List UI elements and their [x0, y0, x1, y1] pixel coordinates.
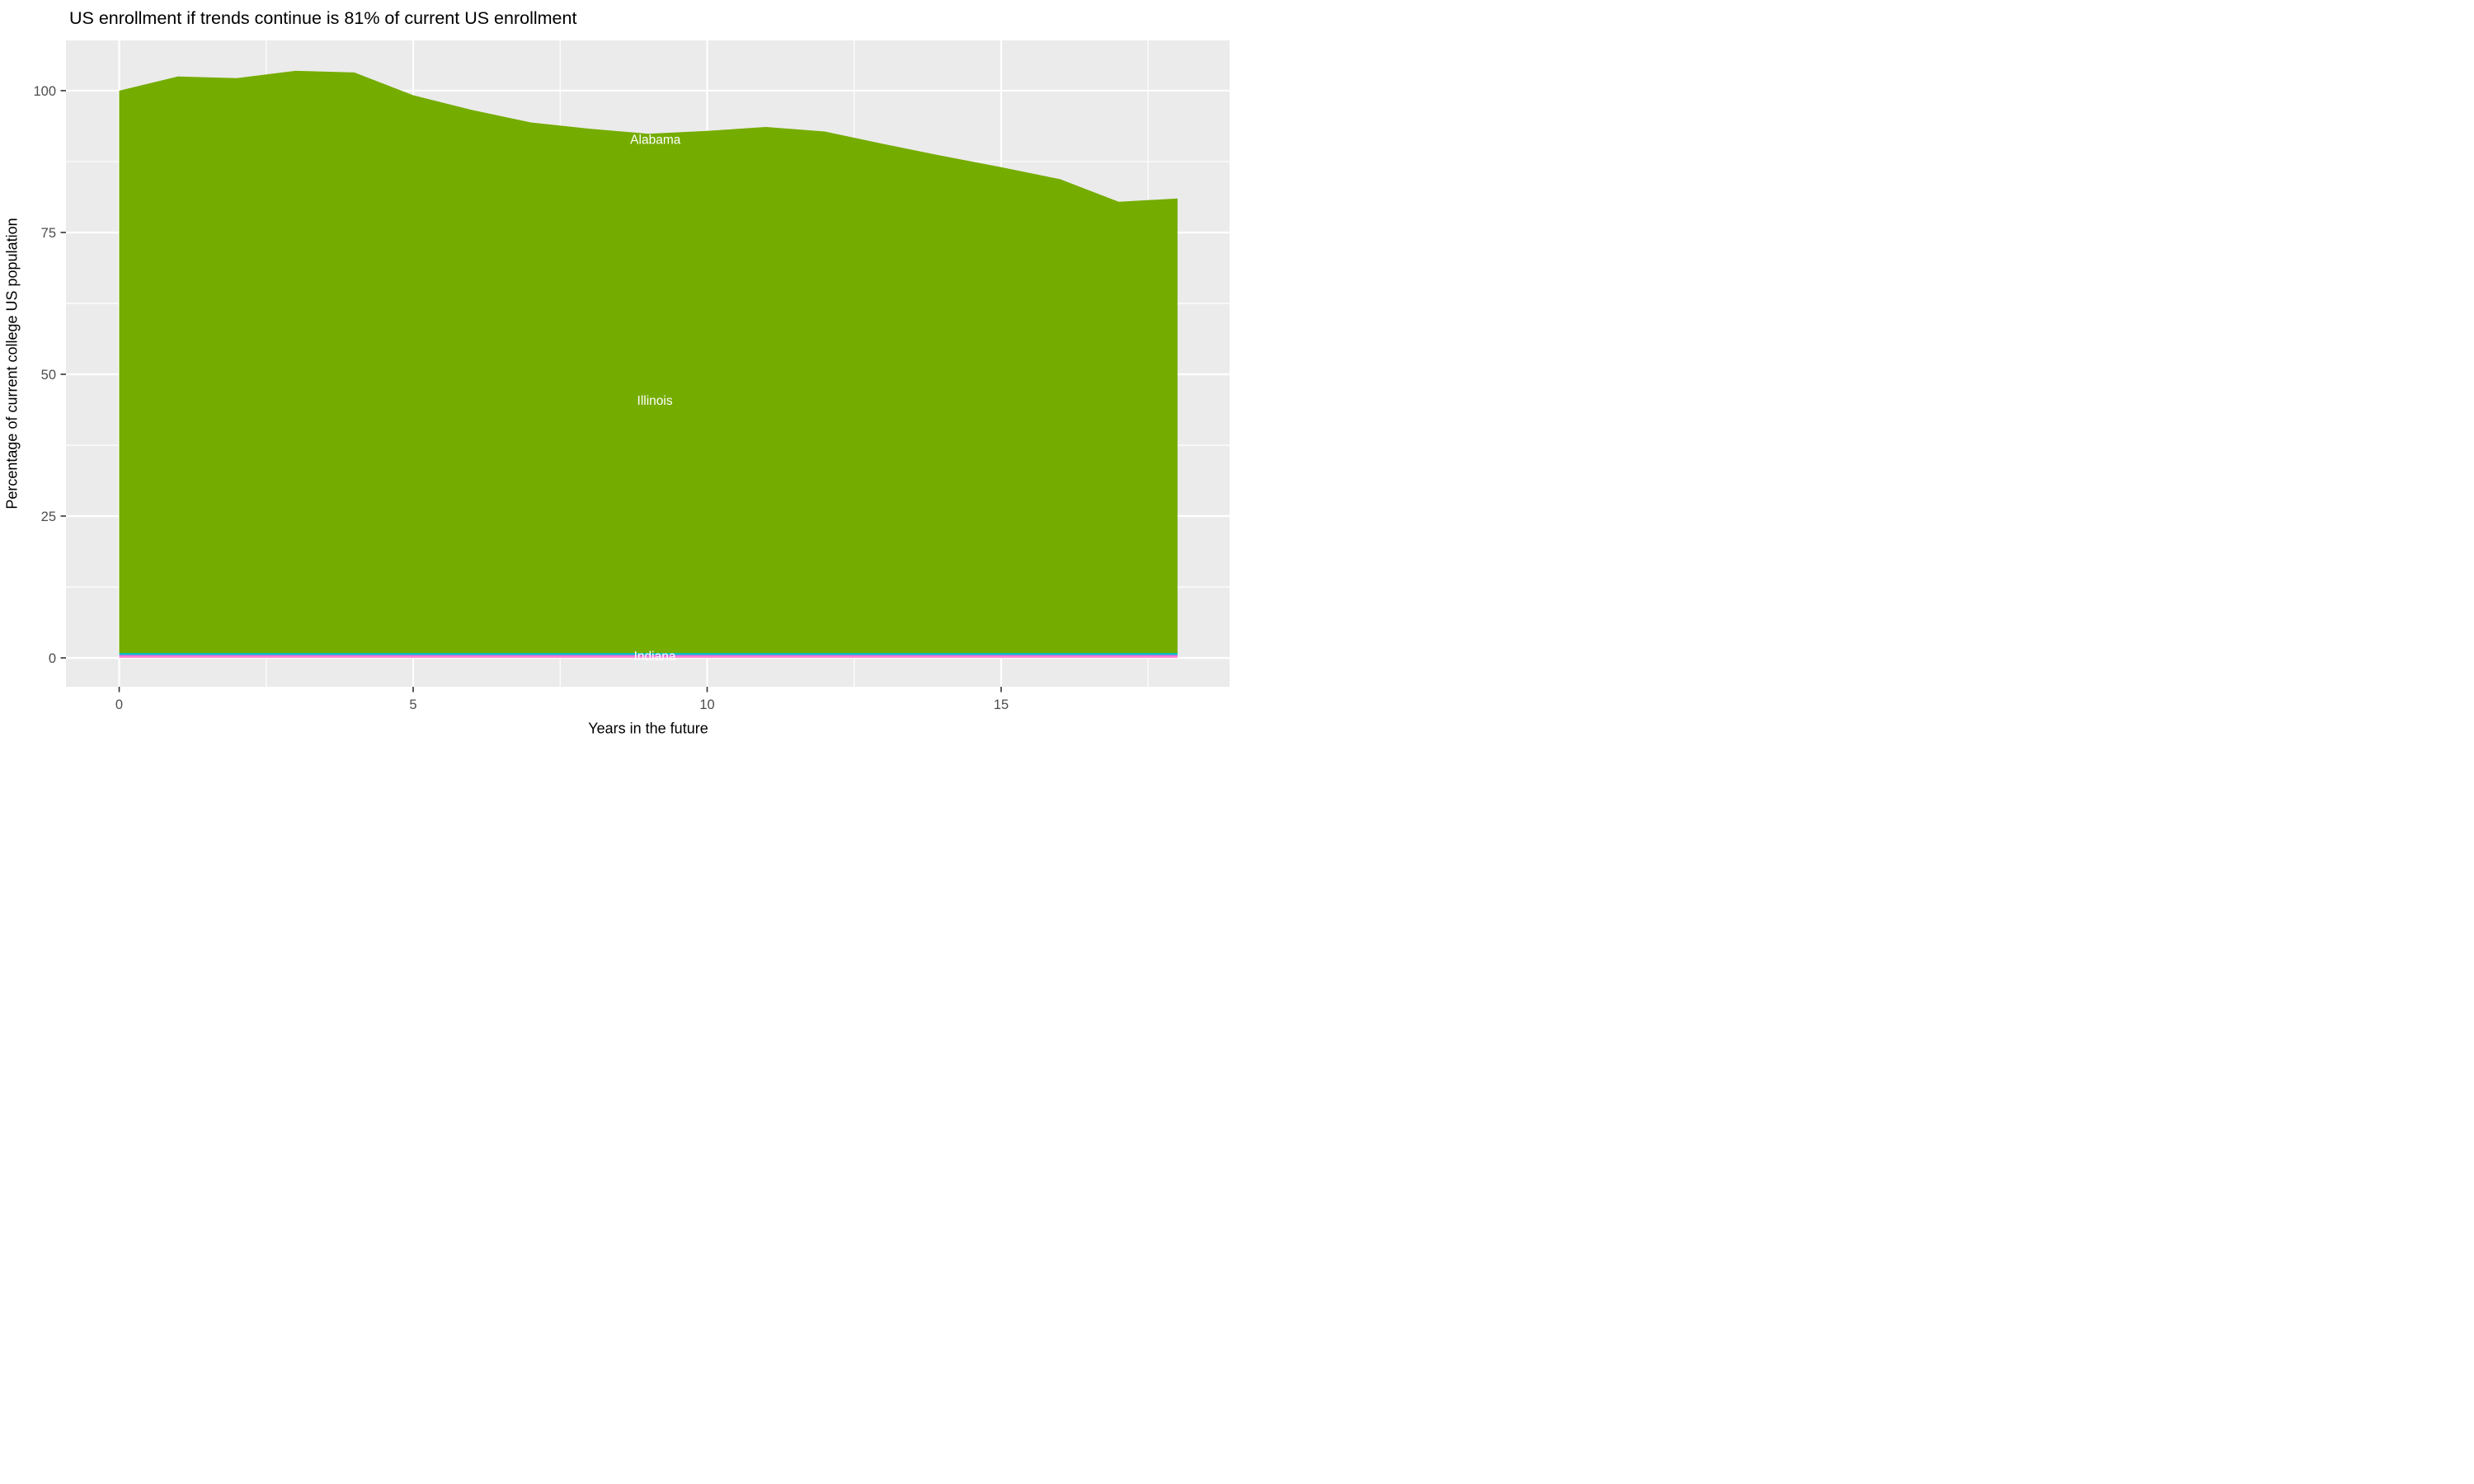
chart-canvas: 0 5 10 15 0 25 50 75 100 Alabama Illinois Indiana: [33, 40, 1230, 712]
y-tick-label: 25: [41, 510, 56, 524]
area-label-illinois: Illinois: [637, 394, 673, 408]
x-tick-label: 10: [699, 697, 714, 712]
area-series-illinois: [119, 70, 1178, 653]
area-label-alabama: Alabama: [630, 134, 681, 148]
y-tick-label: 50: [41, 368, 56, 383]
y-tick-label: 75: [41, 226, 56, 241]
area-label-indiana: Indiana: [634, 650, 676, 664]
x-tick-label: 5: [409, 697, 416, 712]
area-series-bottom-strip-pink: [119, 656, 1178, 658]
area-series-indiana: [119, 655, 1178, 657]
x-tick-label: 15: [994, 697, 1009, 712]
x-axis-title: Years in the future: [588, 720, 708, 737]
x-tick-label: 0: [115, 697, 123, 712]
plot-title: US enrollment if trends continue is 81% …: [69, 8, 577, 28]
y-tick-label: 100: [33, 84, 56, 99]
area-series-strip-teal: [119, 652, 1178, 655]
enrollment-stacked-area-chart: US enrollment if trends continue is 81% …: [0, 0, 1237, 742]
y-tick-label: 0: [49, 651, 56, 666]
